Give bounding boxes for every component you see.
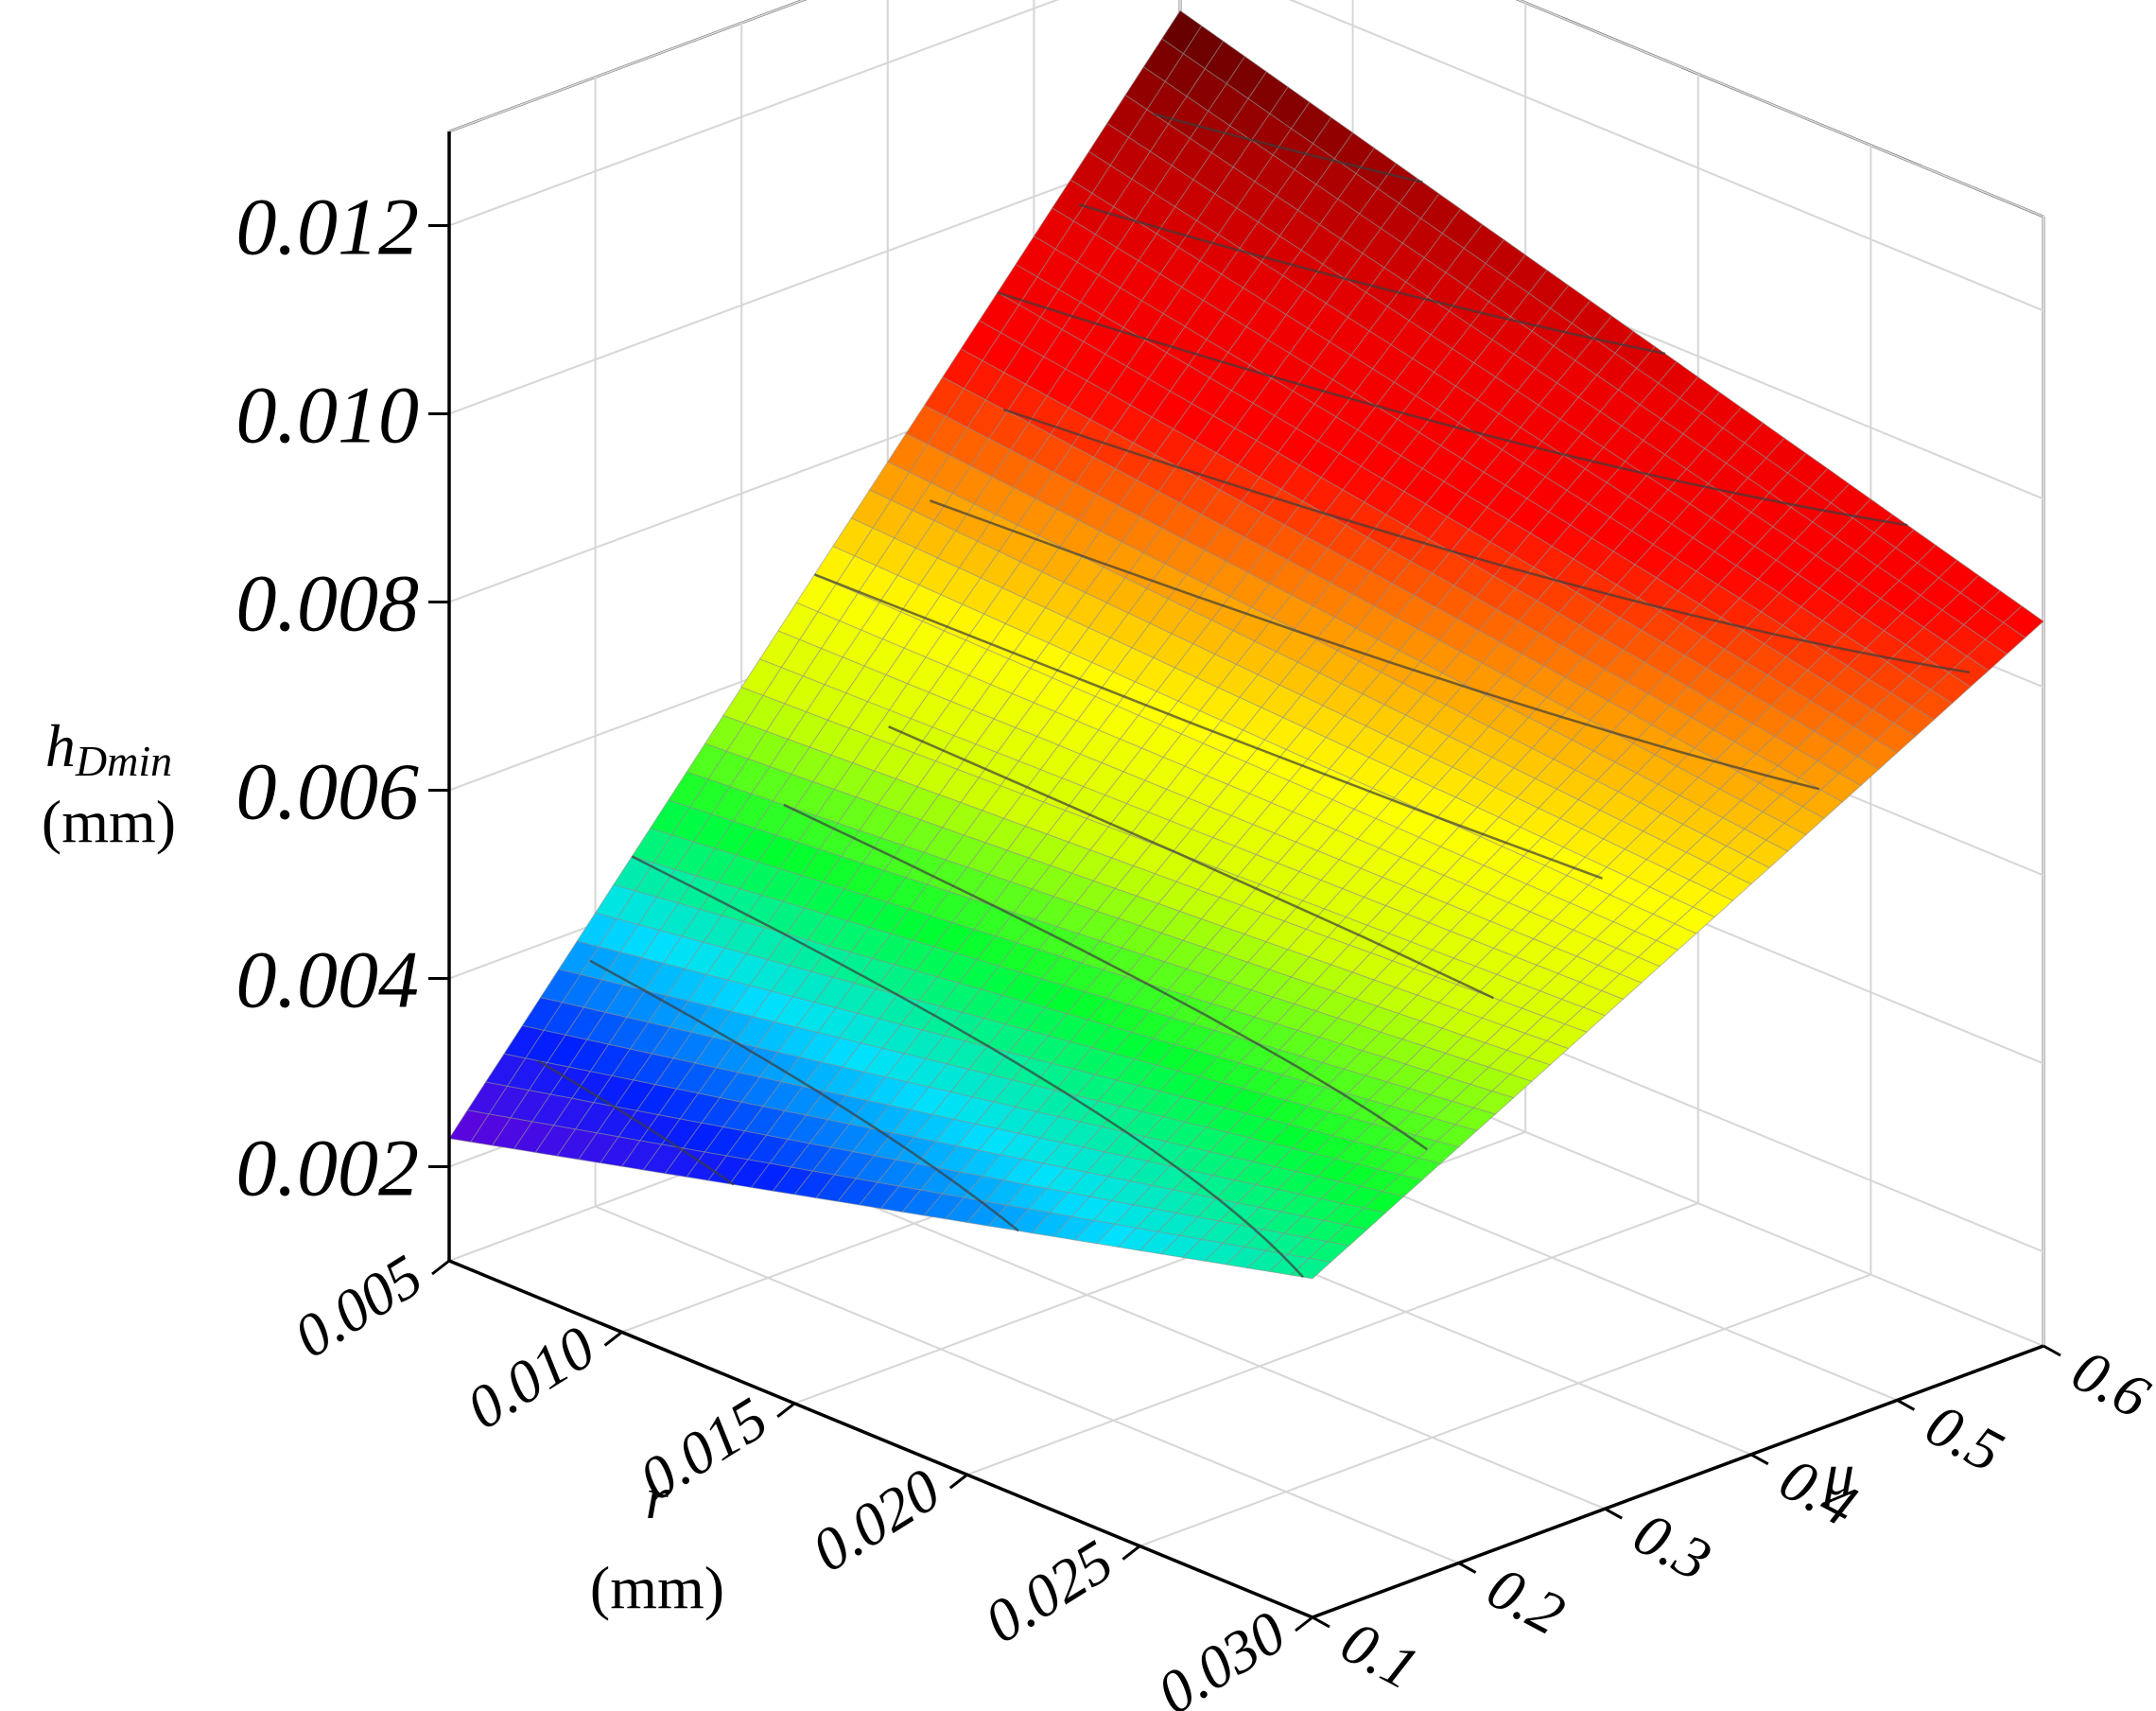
- gridline: [1288, 0, 2044, 312]
- y-tick-label: 0.3: [1624, 1499, 1722, 1594]
- surface-mesh: [448, 9, 2044, 1280]
- x-axis-unit: (mm): [590, 1554, 724, 1621]
- gridline: [1516, 0, 2044, 218]
- y-tick-mark: [1896, 1399, 1916, 1411]
- z-tick-label: 0.012: [236, 182, 420, 272]
- contour-line: [1078, 203, 1666, 356]
- x-tick-mark: [948, 1474, 968, 1490]
- y-axis-line: [1312, 1344, 2044, 1619]
- x-axis-line: [448, 1259, 1313, 1619]
- contour-line: [589, 959, 1019, 1232]
- y-tick-label: 0.1: [1330, 1608, 1429, 1702]
- contour-line: [1153, 113, 1423, 183]
- x-tick-mark: [776, 1402, 796, 1418]
- contour-line: [537, 1059, 735, 1186]
- z-tick-label: 0.002: [236, 1123, 420, 1213]
- z-axis-label: hDmin: [45, 712, 172, 785]
- gridline: [448, 0, 1060, 227]
- z-tick-label: 0.004: [236, 934, 420, 1025]
- gridline: [448, 141, 1181, 415]
- gridline: [448, 0, 807, 132]
- x-axis-label: r: [646, 1464, 670, 1531]
- contour-line: [997, 291, 1908, 527]
- contour-line: [1002, 408, 1971, 674]
- x-tick-label: 0.005: [283, 1242, 434, 1371]
- gridline: [1139, 1273, 1871, 1547]
- x-tick-mark: [431, 1259, 450, 1276]
- gridline: [595, 1205, 1459, 1564]
- z-axis-unit: (mm): [42, 788, 176, 855]
- x-tick-label: 0.030: [1146, 1598, 1297, 1711]
- y-tick-mark: [1312, 1615, 1330, 1629]
- y-tick-mark: [2043, 1344, 2061, 1357]
- contour-line: [888, 725, 1494, 1000]
- contour-line: [783, 803, 1428, 1151]
- z-tick-label: 0.008: [236, 558, 420, 649]
- gridline: [966, 1202, 1699, 1476]
- x-tick-mark: [1121, 1545, 1141, 1561]
- y-tick-mark: [1750, 1453, 1769, 1466]
- x-tick-label: 0.010: [455, 1313, 606, 1442]
- y-tick-label: 0.5: [1916, 1390, 2014, 1485]
- y-tick-label: 0.2: [1477, 1553, 1575, 1648]
- back-top-edge-left: [448, 0, 807, 133]
- chart-axes: [447, 131, 2044, 1619]
- gridline: [740, 1151, 1606, 1510]
- z-tick-label: 0.010: [236, 370, 420, 461]
- x-tick-label: 0.025: [973, 1527, 1124, 1656]
- y-tick-label: 0.6: [2061, 1336, 2156, 1431]
- y-tick-mark: [1604, 1507, 1623, 1520]
- x-tick-mark: [603, 1331, 623, 1347]
- y-axis-label: μ: [1823, 1440, 1854, 1508]
- x-tick-label: 0.020: [800, 1456, 951, 1585]
- x-tick-mark: [1295, 1615, 1313, 1632]
- contour-line: [929, 499, 1820, 791]
- z-tick-label: 0.006: [236, 746, 420, 837]
- y-tick-mark: [1457, 1562, 1477, 1574]
- contour-line: [631, 855, 1305, 1279]
- contour-line: [814, 573, 1603, 880]
